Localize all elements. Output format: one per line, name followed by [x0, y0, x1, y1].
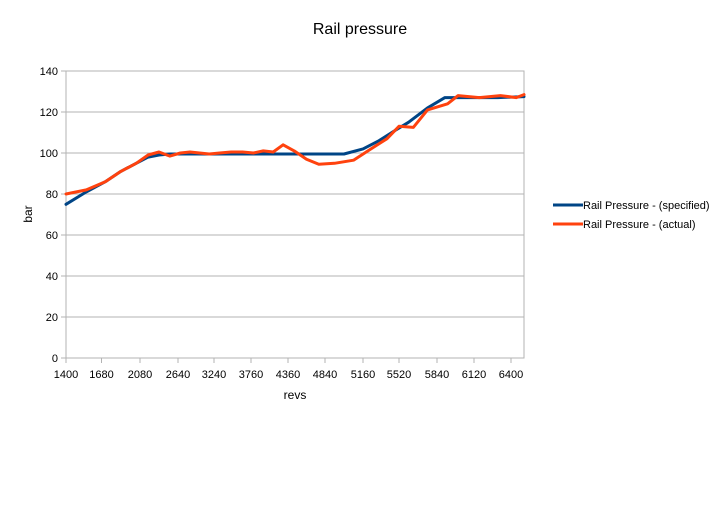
y-tick-label-20: 20	[46, 312, 58, 324]
y-tick-label-120: 120	[40, 107, 58, 119]
x-tick-label-1400: 1400	[54, 369, 78, 381]
x-tick-label-5160: 5160	[351, 369, 375, 381]
y-tick-label-80: 80	[46, 189, 58, 201]
x-tick-label-5840: 5840	[425, 369, 449, 381]
series-line-2	[64, 93, 526, 196]
y-tick-label-40: 40	[46, 271, 58, 283]
x-tick-label-4840: 4840	[313, 369, 337, 381]
x-tick-label-3240: 3240	[202, 369, 226, 381]
x-tick-label-3760: 3760	[239, 369, 263, 381]
legend-label-1: Rail Pressure - (specified)	[583, 200, 710, 212]
chart-title: Rail pressure	[313, 21, 407, 38]
x-tick-label-5520: 5520	[387, 369, 411, 381]
y-tick-label-100: 100	[40, 148, 58, 160]
x-axis-title: revs	[284, 388, 307, 402]
y-tick-label-0: 0	[52, 353, 58, 365]
grid	[66, 70, 524, 318]
x-tick-label-1680: 1680	[89, 369, 113, 381]
x-tick-label-6120: 6120	[462, 369, 486, 381]
y-axis-title: bar	[21, 205, 35, 222]
series	[64, 93, 526, 206]
x-tick-label-2640: 2640	[166, 369, 190, 381]
y-tick-label-140: 140	[40, 66, 58, 78]
x-tick-label-6400: 6400	[499, 369, 523, 381]
y-tick-label-60: 60	[46, 230, 58, 242]
legend-label-2: Rail Pressure - (actual)	[583, 219, 695, 231]
x-tick-label-4360: 4360	[276, 369, 300, 381]
plot-area	[65, 70, 525, 359]
y-axis: 0 20 40 60 80 100 120 140	[40, 66, 66, 365]
x-axis: 1400 1680 2080 2640 3240 3760 4360 4840 5160 5520…	[54, 358, 523, 381]
x-tick-label-2080: 2080	[128, 369, 152, 381]
legend: Rail Pressure - (specified) Rail Pressure…	[553, 200, 710, 231]
